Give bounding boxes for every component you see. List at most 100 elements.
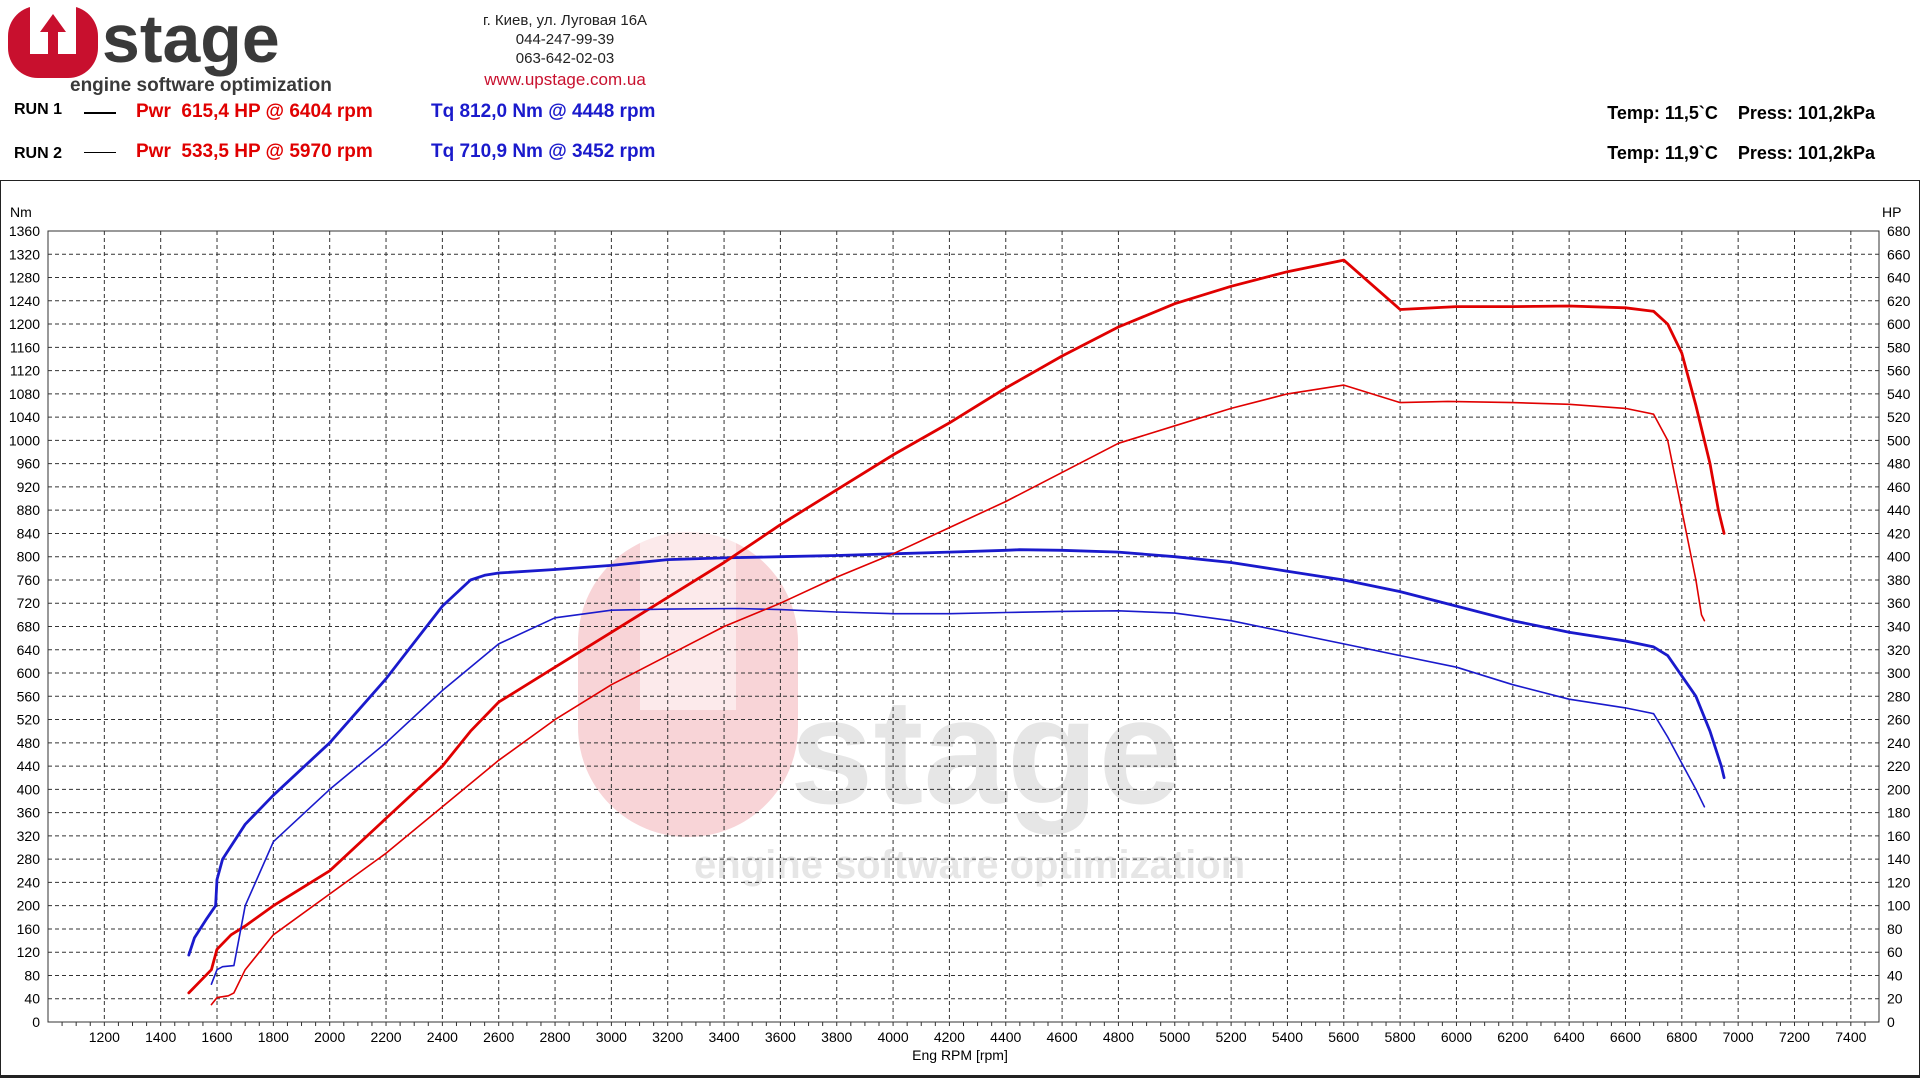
run1-power-curve xyxy=(187,258,1726,995)
y-tick-label-right: 60 xyxy=(1887,944,1903,960)
x-tick-label: 2000 xyxy=(314,1029,345,1045)
run2-line-sample xyxy=(84,152,116,153)
x-tick-label: 2200 xyxy=(370,1029,401,1045)
x-tick-label: 3000 xyxy=(596,1029,627,1045)
y-tick-label-right: 240 xyxy=(1887,735,1911,751)
run2-power-curve xyxy=(210,384,1706,1006)
y-tick-label-left: 680 xyxy=(17,619,41,635)
y-tick-label-left: 200 xyxy=(17,898,41,914)
website-link[interactable]: www.upstage.com.ua xyxy=(484,70,646,89)
y-tick-label-left: 160 xyxy=(17,921,41,937)
y-tick-label-left: 320 xyxy=(17,828,41,844)
y-tick-label-left: 1160 xyxy=(10,339,40,355)
y-tick-label-left: 120 xyxy=(17,944,41,960)
y-tick-label-left: 560 xyxy=(17,688,41,704)
y-tick-label-right: 560 xyxy=(1887,363,1911,379)
y-tick-label-right: 520 xyxy=(1887,409,1911,425)
y-tick-label-right: 140 xyxy=(1887,851,1911,867)
y-tick-label-right: 300 xyxy=(1887,665,1911,681)
y-tick-label-right: 680 xyxy=(1887,223,1911,239)
x-tick-label: 4800 xyxy=(1103,1029,1134,1045)
y-tick-label-left: 440 xyxy=(17,758,41,774)
y-tick-label-left: 920 xyxy=(17,479,41,495)
y-tick-label-right: 640 xyxy=(1887,270,1911,286)
upstage-logo: stage engine software optimization xyxy=(8,2,332,96)
logo-arrow-icon xyxy=(40,14,66,58)
x-tick-label: 2800 xyxy=(539,1029,570,1045)
x-tick-label: 7400 xyxy=(1835,1029,1866,1045)
run1-torque-summary: Tq 812,0 Nm @ 4448 rpm xyxy=(431,101,656,122)
y-tick-label-right: 220 xyxy=(1887,758,1911,774)
x-tick-label: 7200 xyxy=(1779,1029,1810,1045)
x-tick-label: 3600 xyxy=(765,1029,796,1045)
y-tick-label-left: 1320 xyxy=(9,246,40,262)
y-tick-label-left: 0 xyxy=(32,1014,40,1030)
watermark-tagline: engine software optimization xyxy=(694,843,1245,887)
y-tick-label-left: 80 xyxy=(24,967,40,983)
x-tick-label: 5600 xyxy=(1328,1029,1359,1045)
x-tick-label: 3800 xyxy=(821,1029,852,1045)
run2-label: RUN 2 xyxy=(14,145,63,162)
x-tick-label: 6600 xyxy=(1610,1029,1641,1045)
y-tick-label-left: 960 xyxy=(17,456,41,472)
y-tick-label-left: 1200 xyxy=(9,316,40,332)
x-tick-label: 4200 xyxy=(934,1029,965,1045)
y-tick-label-right: 500 xyxy=(1887,432,1911,448)
x-tick-label: 1200 xyxy=(89,1029,120,1045)
y-tick-label-left: 480 xyxy=(17,735,41,751)
y-tick-label-left: 800 xyxy=(17,549,41,565)
run1-power-summary: Pwr 615,4 HP @ 6404 rpm xyxy=(136,101,373,122)
y-tick-label-left: 600 xyxy=(17,665,41,681)
x-tick-label: 2400 xyxy=(427,1029,458,1045)
run2-power-summary: Pwr 533,5 HP @ 5970 rpm xyxy=(136,141,373,162)
y-tick-label-left: 1040 xyxy=(9,409,40,425)
phone-text-2: 063-642-02-03 xyxy=(515,50,615,67)
x-tick-label: 1600 xyxy=(201,1029,232,1045)
y-tick-label-left: 240 xyxy=(17,874,41,890)
x-tick-label: 6000 xyxy=(1441,1029,1472,1045)
x-tick-label: 6400 xyxy=(1554,1029,1585,1045)
y-tick-label-right: 260 xyxy=(1887,712,1911,728)
y-tick-label-left: 1360 xyxy=(9,223,40,239)
logo-wordmark: stage xyxy=(102,2,280,77)
x-tick-label: 5000 xyxy=(1159,1029,1190,1045)
y-tick-label-right: 360 xyxy=(1887,595,1911,611)
y-tick-label-right: 100 xyxy=(1887,898,1911,914)
background-watermark: stage engine software optimization xyxy=(578,530,1245,887)
run1-conditions: Temp: 11,5`C Press: 101,2kPa xyxy=(1607,103,1875,123)
x-tick-label: 6800 xyxy=(1666,1029,1697,1045)
x-axis-title: Eng RPM [rpm] xyxy=(912,1047,1008,1063)
y-tick-label-left: 400 xyxy=(17,781,41,797)
run2-torque-curve xyxy=(210,607,1706,985)
y-tick-label-left: 520 xyxy=(17,712,41,728)
x-tick-label: 4400 xyxy=(990,1029,1021,1045)
y-tick-label-left: 880 xyxy=(17,502,41,518)
y-tick-label-left: 280 xyxy=(17,851,41,867)
y-tick-label-left: 1080 xyxy=(9,386,40,402)
y-tick-label-left: 840 xyxy=(17,525,41,541)
y-tick-label-right: 480 xyxy=(1887,456,1911,472)
y-tick-label-right: 200 xyxy=(1887,781,1911,797)
y-tick-label-right: 600 xyxy=(1887,316,1911,332)
y-tick-label-right: 120 xyxy=(1887,874,1911,890)
series-layer xyxy=(187,258,1726,1006)
x-tick-label: 1800 xyxy=(258,1029,289,1045)
y-tick-label-right: 420 xyxy=(1887,525,1911,541)
x-tick-label: 3200 xyxy=(652,1029,683,1045)
watermark-wordmark: stage xyxy=(790,667,1182,835)
x-tick-label: 5200 xyxy=(1216,1029,1247,1045)
y-tick-label-right: 20 xyxy=(1887,991,1903,1007)
dyno-chart: stage engine software optimization 0 0 40 2… xyxy=(9,204,1911,1063)
y-tick-label-right: 660 xyxy=(1887,246,1911,262)
report-header: stage engine software optimization г. Ки… xyxy=(0,0,1920,178)
chart-axes: 0 0 40 20 80 40 120 60 160 80 200 100 240 120 280 140 32… xyxy=(9,223,1911,1045)
chart-grid xyxy=(48,230,1879,1023)
y-tick-label-left: 1000 xyxy=(9,432,40,448)
y-tick-label-right: 40 xyxy=(1887,967,1903,983)
x-tick-label: 4000 xyxy=(877,1029,908,1045)
y-tick-label-right: 180 xyxy=(1887,805,1911,821)
y-tick-label-left: 640 xyxy=(17,642,41,658)
x-tick-label: 5400 xyxy=(1272,1029,1303,1045)
y-tick-label-right: 340 xyxy=(1887,619,1911,635)
y-tick-label-right: 440 xyxy=(1887,502,1911,518)
